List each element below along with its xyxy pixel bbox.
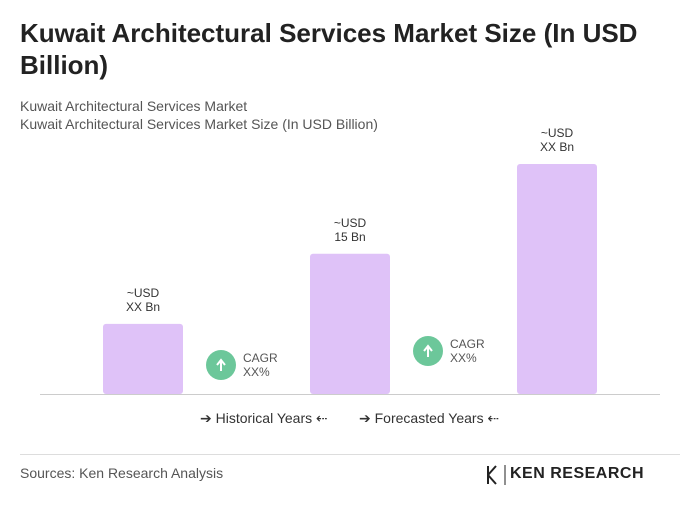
- cagr-arrow: [423, 344, 433, 357]
- value-label: ~USD 15 Bn: [333, 215, 367, 244]
- cagr-arrow: [216, 358, 226, 371]
- legend-forecast: ➔ Forecasted Years ⇠: [359, 410, 500, 426]
- legend-historical: ➔ Historical Years ⇠: [200, 410, 328, 426]
- cagr-label: CAGR XX%: [450, 337, 485, 365]
- logo-icon: [487, 465, 506, 485]
- legend-text: Forecasted Years: [374, 410, 484, 426]
- bar: [310, 253, 390, 394]
- logo: KEN RESEARCH: [510, 465, 645, 482]
- source: Sources: Ken Research Analysis: [20, 465, 224, 481]
- bar: [517, 164, 597, 394]
- chart-title: Kuwait Architectural Services Market Siz…: [20, 18, 638, 80]
- legend-text: Historical Years: [215, 410, 313, 426]
- value-label: ~USD XX Bn: [125, 285, 161, 314]
- value-label: ~USD XX Bn: [539, 126, 575, 154]
- subtitle: Kuwait Architectural Services Market Siz…: [20, 116, 378, 132]
- subtitle: Kuwait Architectural Services Market: [20, 98, 248, 114]
- cagr-label: CAGR XX%: [243, 351, 278, 379]
- bar: [103, 323, 183, 394]
